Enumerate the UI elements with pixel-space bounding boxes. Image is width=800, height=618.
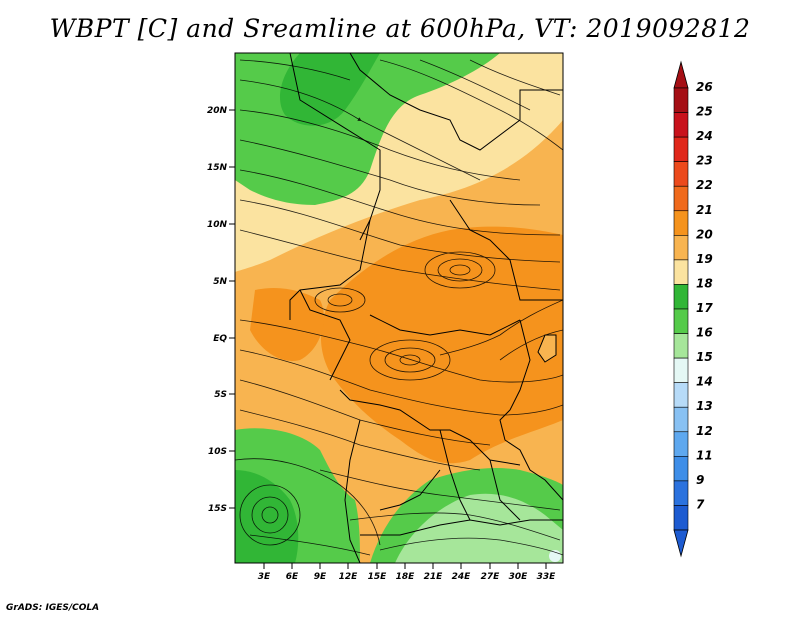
- colorbar-label: 13: [696, 399, 713, 413]
- colorbar-swatch: [673, 235, 689, 261]
- colorbar-swatch: [673, 308, 689, 334]
- lat-label: 10N: [207, 220, 228, 230]
- colorbar-swatch: [673, 480, 689, 506]
- lon-label: 21E: [424, 572, 444, 582]
- colorbar-label: 23: [696, 154, 713, 168]
- colorbar-bottom-arrow: [673, 529, 689, 558]
- latitude-axis: 20N 15N 10N 5N EQ 5S 10S 15S: [207, 106, 235, 514]
- colorbar-swatch: [673, 406, 689, 433]
- colorbar-swatch: [673, 259, 689, 285]
- colorbar-label: 9: [696, 473, 704, 487]
- lat-label: 20N: [207, 106, 228, 116]
- colorbar-swatch: [673, 284, 689, 310]
- colorbar-label: 12: [696, 424, 713, 438]
- colorbar-label: 19: [696, 252, 713, 266]
- lon-label: 24E: [452, 572, 472, 582]
- colorbar-label: 11: [696, 448, 713, 462]
- colorbar-swatch: [673, 333, 689, 359]
- colorbar-label: 7: [696, 497, 705, 511]
- colorbar-swatch: [673, 87, 689, 113]
- colorbar-swatch: [673, 505, 689, 531]
- colorbar-swatch: [673, 456, 689, 482]
- colorbar-swatch: [673, 136, 689, 162]
- colorbar-label: 25: [696, 105, 713, 119]
- colorbar-swatch: [673, 210, 689, 236]
- lon-label: 15E: [368, 572, 388, 582]
- lon-label: 27E: [481, 572, 501, 582]
- colorbar-swatch: [673, 431, 689, 457]
- map-title: WBPT [C] and Sreamline at 600hPa, VT: 20…: [49, 14, 751, 43]
- lon-label: 12E: [339, 572, 359, 582]
- colorbar: 26 25 24 23 22 21 20 19 18 17 16 15 14 13 12 11 9 7: [673, 60, 713, 558]
- map-frame: [234, 52, 564, 564]
- lon-label: 6E: [286, 572, 299, 582]
- colorbar-label: 14: [696, 375, 713, 389]
- lat-label: 15S: [208, 504, 227, 514]
- lon-label: 33E: [537, 572, 557, 582]
- lon-label: 3E: [258, 572, 271, 582]
- colorbar-swatch: [673, 185, 689, 212]
- colorbar-top-arrow: [673, 60, 689, 89]
- lat-label: 5N: [213, 277, 227, 287]
- colorbar-label: 15: [696, 350, 713, 364]
- colorbar-label: 24: [696, 129, 713, 143]
- colorbar-label: 21: [696, 203, 713, 217]
- colorbar-label: 22: [696, 178, 713, 192]
- lat-label: 10S: [208, 447, 227, 457]
- longitude-axis: 3E 6E 9E 12E 15E 18E 21E 24E 27E 30E 33E: [258, 563, 556, 582]
- lon-label: 30E: [509, 572, 529, 582]
- colorbar-label: 18: [696, 276, 713, 290]
- colorbar-label: 26: [696, 80, 713, 94]
- lat-label: 5S: [214, 390, 227, 400]
- lon-label: 18E: [396, 572, 416, 582]
- wbpt-field: [235, 53, 563, 563]
- colorbar-label: 20: [696, 227, 713, 241]
- colorbar-label: 16: [696, 326, 713, 340]
- colorbar-label: 17: [696, 301, 713, 315]
- lat-label: 15N: [207, 163, 228, 173]
- colorbar-swatch: [673, 382, 689, 408]
- lon-label: 9E: [314, 572, 327, 582]
- grads-credit: GrADS: IGES/COLA: [6, 603, 100, 613]
- colorbar-swatch: [673, 161, 689, 187]
- colorbar-swatch: [673, 112, 689, 138]
- colorbar-swatch: [673, 357, 689, 383]
- lat-label: EQ: [213, 334, 227, 344]
